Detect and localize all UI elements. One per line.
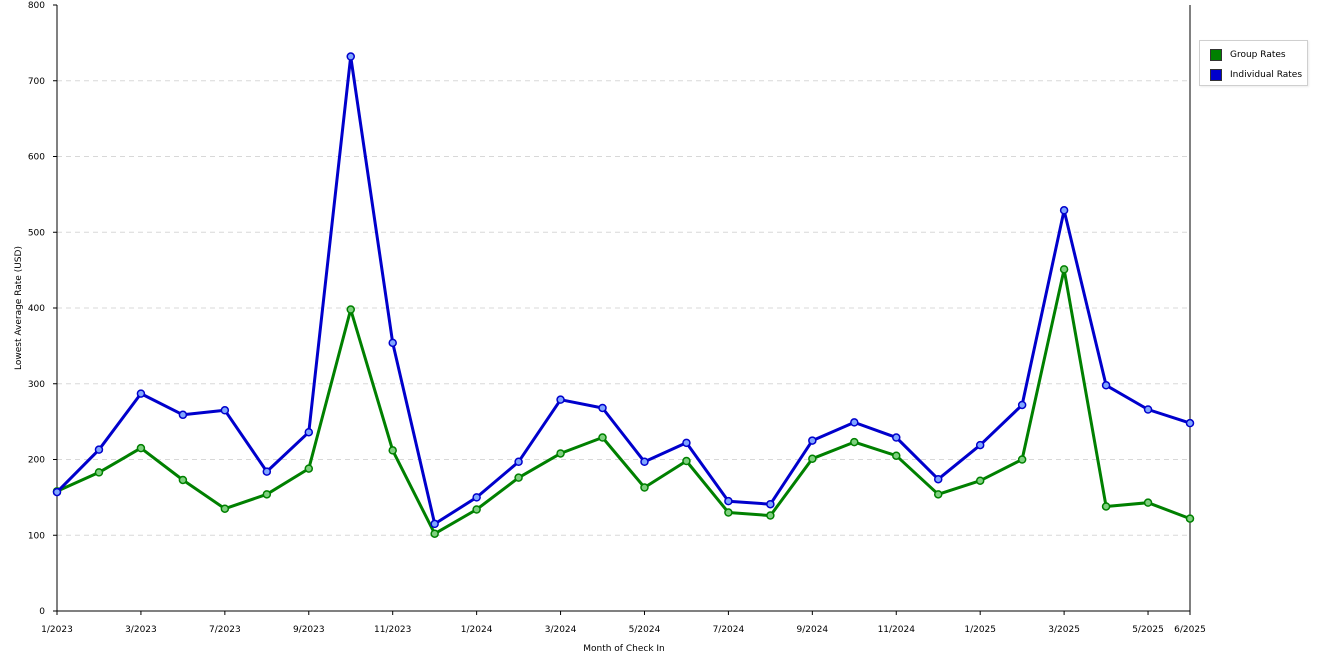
- x-tick-label: 11/2023: [374, 625, 411, 635]
- data-point: [178, 410, 188, 420]
- y-tick-label: 500: [28, 228, 45, 238]
- y-axis-title: Lowest Average Rate (USD): [14, 246, 24, 370]
- data-point: [598, 433, 607, 442]
- x-tick-label: 1/2023: [41, 625, 73, 635]
- data-point: [724, 496, 733, 506]
- data-point: [933, 490, 943, 499]
- data-point: [1143, 405, 1153, 414]
- data-point: [556, 395, 565, 404]
- data-point: [766, 511, 775, 520]
- series-line: [55, 55, 1191, 526]
- x-tick-label: 6/2025: [1174, 625, 1206, 635]
- data-point: [724, 508, 733, 517]
- data-point: [850, 437, 859, 447]
- y-tick-label: 0: [39, 607, 45, 617]
- data-point: [640, 457, 649, 467]
- x-tick-label: 7/2024: [713, 625, 745, 635]
- data-point: [346, 52, 355, 61]
- data-point: [892, 451, 901, 460]
- data-point: [430, 519, 439, 529]
- data-point: [766, 499, 775, 509]
- data-point: [472, 505, 481, 514]
- x-tick-label: 11/2024: [878, 625, 916, 635]
- y-tick-label: 600: [28, 153, 45, 163]
- x-tick-label: 3/2025: [1048, 625, 1080, 635]
- data-point: [1059, 206, 1069, 215]
- data-point: [304, 427, 314, 437]
- data-point: [1143, 498, 1153, 507]
- legend-item-group-rates: Group Rates: [1210, 48, 1286, 62]
- x-tick-label: 5/2024: [629, 625, 661, 635]
- data-point: [472, 493, 481, 502]
- y-tick-label: 700: [28, 77, 45, 87]
- x-tick-label: 1/2024: [461, 625, 493, 635]
- y-tick-label: 800: [28, 1, 45, 11]
- data-point: [388, 446, 397, 455]
- data-point: [933, 474, 943, 484]
- data-point: [1017, 455, 1027, 464]
- legend-label-individual-rates: Individual Rates: [1230, 70, 1303, 80]
- legend-label-group-rates: Group Rates: [1230, 50, 1286, 60]
- data-point: [598, 403, 607, 413]
- data-point: [556, 449, 565, 458]
- series-line: [56, 267, 1191, 536]
- legend: Group Rates Individual Rates: [1199, 40, 1308, 86]
- data-point: [52, 487, 62, 497]
- data-point: [220, 504, 230, 513]
- data-point: [514, 457, 523, 467]
- data-point: [640, 483, 649, 492]
- data-point: [1185, 418, 1195, 428]
- data-point: [178, 475, 188, 485]
- data-point: [304, 464, 314, 473]
- x-tick-label: 1/2025: [964, 625, 996, 635]
- y-tick-label: 200: [28, 456, 45, 466]
- y-tick-label: 400: [28, 304, 45, 314]
- legend-swatch-group-rates: [1210, 49, 1222, 61]
- data-point: [388, 338, 397, 348]
- data-point: [262, 490, 272, 499]
- data-point: [1101, 381, 1111, 390]
- x-tick-label: 7/2023: [209, 625, 241, 635]
- data-point: [808, 436, 817, 445]
- data-point: [682, 438, 691, 448]
- data-point: [346, 305, 355, 314]
- series-group-rates: [52, 265, 1195, 538]
- data-point: [1059, 265, 1069, 274]
- y-tick-label: 300: [28, 380, 45, 390]
- legend-swatch-individual-rates: [1210, 69, 1222, 81]
- x-tick-label: 3/2024: [545, 625, 577, 635]
- data-point: [975, 440, 985, 450]
- series-individual-rates: [52, 52, 1195, 529]
- data-point: [220, 406, 230, 415]
- legend-item-individual-rates: Individual Rates: [1210, 68, 1302, 82]
- x-axis-title: Month of Check In: [583, 644, 665, 654]
- x-tick-label: 5/2025: [1132, 625, 1164, 635]
- data-point: [682, 456, 691, 466]
- data-point: [975, 476, 985, 485]
- data-point: [850, 418, 859, 427]
- data-point: [1017, 400, 1027, 410]
- y-tick-label: 100: [28, 531, 45, 541]
- data-point: [1185, 514, 1195, 523]
- series: [52, 52, 1195, 538]
- data-point: [430, 529, 439, 538]
- data-point: [136, 443, 146, 453]
- data-point: [136, 389, 146, 398]
- data-point: [892, 433, 901, 442]
- x-ticks: 1/2023 3/2023 7/2023 9/2023 11/2023 1/2024 3/2…: [41, 611, 1206, 635]
- data-point: [94, 468, 104, 477]
- data-point: [514, 473, 523, 482]
- data-point: [94, 445, 104, 454]
- data-point: [262, 467, 272, 476]
- x-tick-label: 9/2024: [796, 625, 828, 635]
- x-tick-label: 3/2023: [125, 625, 157, 635]
- data-point: [1101, 502, 1111, 511]
- gridlines: [57, 80, 1190, 536]
- y-ticks: 0 100 200 300 400 500 600 700 800: [28, 1, 57, 617]
- data-point: [808, 454, 817, 463]
- x-tick-label: 9/2023: [293, 625, 325, 635]
